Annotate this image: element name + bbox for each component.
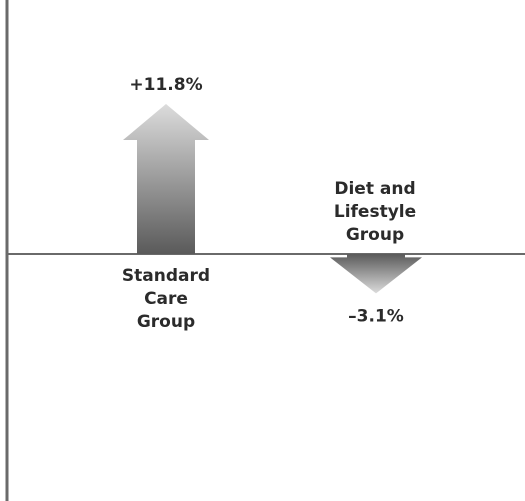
category-label-2: Diet and Lifestyle Group xyxy=(334,179,416,245)
category-label-2-line-2: Lifestyle xyxy=(334,202,416,222)
category-label-1: Standard Care Group xyxy=(122,266,210,332)
value-label-1: +11.8% xyxy=(129,75,202,95)
category-label-2-line-3: Group xyxy=(346,225,404,245)
arrow-bar-1 xyxy=(123,104,209,255)
category-label-1-line-3: Group xyxy=(137,312,195,332)
category-label-1-line-1: Standard xyxy=(122,266,210,286)
value-label-2: –3.1% xyxy=(348,306,404,326)
category-label-1-line-2: Care xyxy=(144,289,188,309)
category-label-2-line-1: Diet and xyxy=(334,179,415,199)
arrow-bar-2 xyxy=(330,254,422,294)
